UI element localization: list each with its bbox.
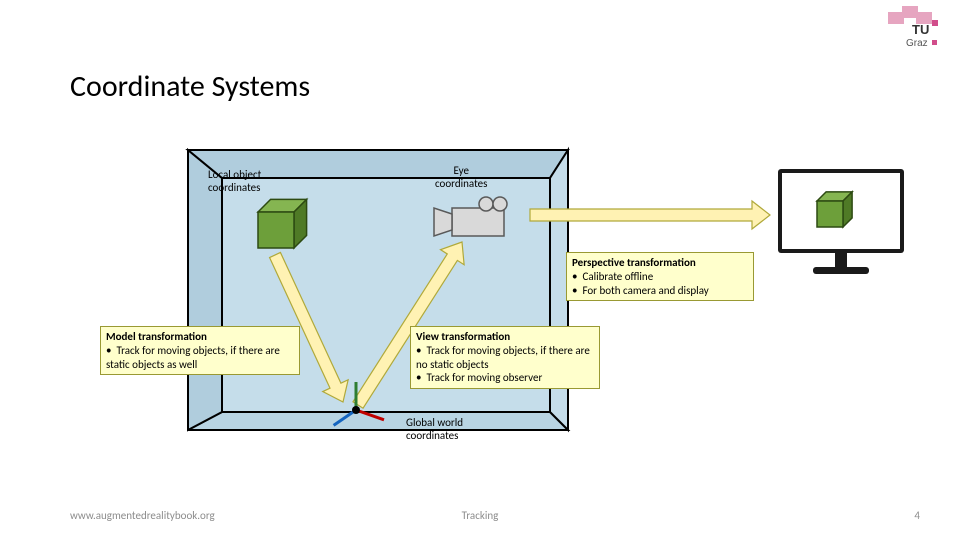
label-global-world: Global worldcoordinates: [406, 416, 463, 442]
callout-perspective: Perspective transformation• Calibrate of…: [566, 252, 754, 301]
callout-model: Model transformation• Track for moving o…: [100, 326, 300, 375]
footer-url: www.augmentedrealitybook.org: [70, 509, 215, 522]
callout-view: View transformation• Track for moving ob…: [410, 326, 600, 389]
label-local-object: Local objectcoordinates: [208, 168, 261, 194]
diagram-scene: [0, 0, 960, 540]
footer-section: Tracking: [462, 509, 499, 522]
page-number: 4: [914, 509, 920, 522]
label-eye-coords: Eyecoordinates: [435, 164, 487, 190]
